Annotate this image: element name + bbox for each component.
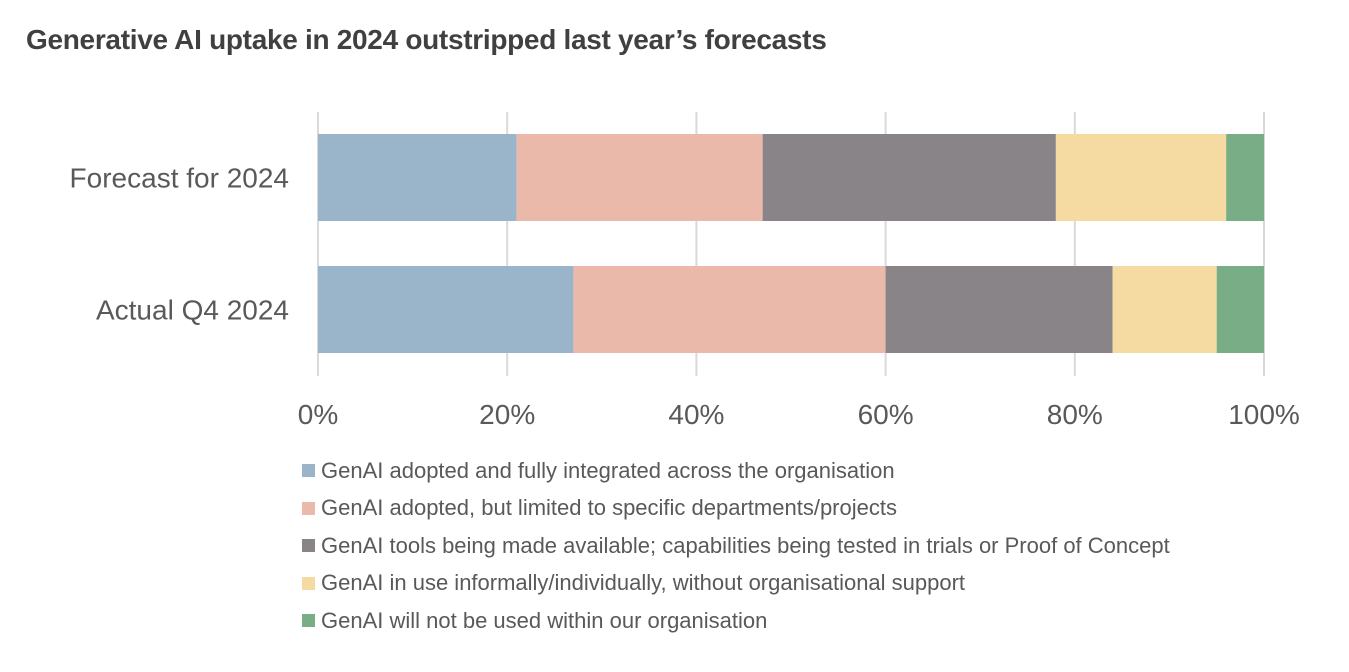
- bar-segment-actual-series-1: [318, 266, 574, 353]
- x-tick-label: 100%: [1228, 399, 1300, 430]
- category-label: Forecast for 2024: [70, 163, 289, 194]
- bar-segment-actual-series-5: [1216, 266, 1264, 353]
- legend-label: GenAI adopted and fully integrated acros…: [321, 457, 895, 483]
- x-tick-label: 80%: [1047, 399, 1103, 430]
- bar-segment-forecast-series-5: [1226, 134, 1264, 221]
- bar-segment-forecast-series-2: [516, 134, 763, 221]
- legend-item: GenAI in use informally/individually, wi…: [302, 565, 1170, 603]
- bar-segment-actual-series-2: [573, 266, 886, 353]
- bars: [318, 134, 1264, 353]
- bar-segment-actual-series-3: [885, 266, 1113, 353]
- legend-item: GenAI tools being made available; capabi…: [302, 527, 1170, 565]
- legend-item: GenAI adopted and fully integrated acros…: [302, 452, 1170, 490]
- legend-swatch-icon: [302, 464, 315, 478]
- legend-item: GenAI adopted, but limited to specific d…: [302, 490, 1170, 528]
- bar-segment-forecast-series-3: [762, 134, 1056, 221]
- legend-swatch-icon: [302, 539, 315, 553]
- bar-segment-actual-series-4: [1112, 266, 1217, 353]
- legend-swatch-icon: [302, 614, 315, 628]
- x-tick-label: 20%: [479, 399, 535, 430]
- x-axis-tick-labels: 0% 20% 40% 60% 80% 100%: [298, 399, 1300, 430]
- x-tick-label: 60%: [858, 399, 914, 430]
- x-tick-label: 0%: [298, 399, 338, 430]
- x-tick-label: 40%: [668, 399, 724, 430]
- chart-title: Generative AI uptake in 2024 outstripped…: [26, 24, 827, 55]
- bar-segment-forecast-series-4: [1055, 134, 1227, 221]
- category-label: Actual Q4 2024: [96, 295, 289, 326]
- legend-label: GenAI will not be used within our organi…: [321, 607, 768, 633]
- legend-label: GenAI in use informally/individually, wi…: [321, 570, 966, 596]
- legend-swatch-icon: [302, 576, 315, 590]
- legend-label: GenAI tools being made available; capabi…: [321, 532, 1170, 558]
- legend-swatch-icon: [302, 501, 315, 515]
- category-labels: Forecast for 2024 Actual Q4 2024: [70, 163, 289, 326]
- legend: GenAI adopted and fully integrated acros…: [302, 452, 1170, 640]
- bar-segment-forecast-series-1: [318, 134, 517, 221]
- legend-label: GenAI adopted, but limited to specific d…: [321, 495, 897, 521]
- legend-item: GenAI will not be used within our organi…: [302, 602, 1170, 640]
